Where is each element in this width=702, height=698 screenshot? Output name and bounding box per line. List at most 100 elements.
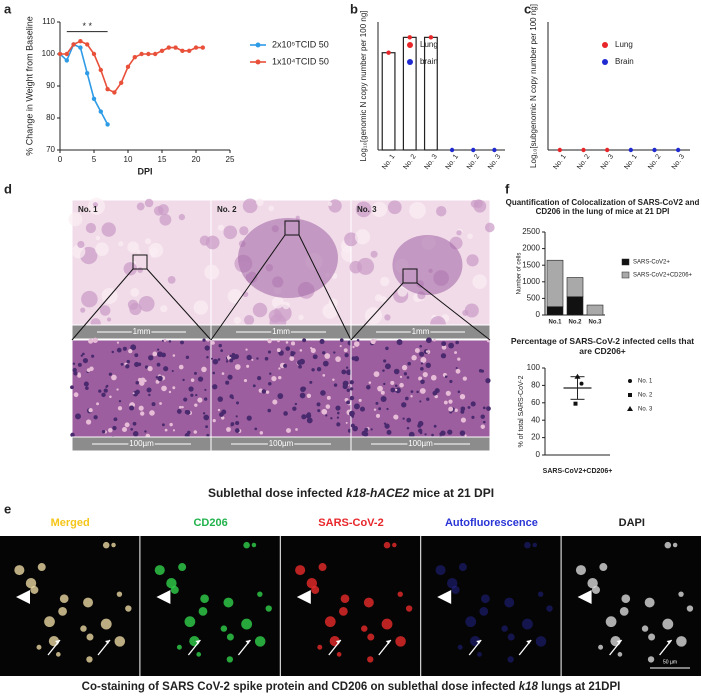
legend-label: SARS-CoV2+ <box>633 260 670 266</box>
nucleus <box>134 361 140 367</box>
arrow-tip <box>105 640 110 644</box>
tissue-texture <box>239 226 249 236</box>
nucleus <box>431 433 434 437</box>
channel-label: Merged <box>51 517 90 529</box>
cell <box>451 585 460 594</box>
cell <box>535 636 547 647</box>
cell <box>44 616 55 628</box>
arrow-tip <box>245 640 251 644</box>
nucleus <box>96 402 100 406</box>
nucleus <box>305 413 312 419</box>
marker <box>105 122 110 127</box>
tissue-texture <box>355 229 371 245</box>
nucleus <box>419 388 426 394</box>
cell <box>226 633 234 641</box>
cell <box>395 636 406 647</box>
nucleus <box>105 385 108 388</box>
nucleus <box>73 371 78 376</box>
panel-letter: a <box>4 1 12 16</box>
nucleus <box>190 393 194 397</box>
nucleus <box>229 358 234 363</box>
nucleus <box>289 356 295 361</box>
nucleus <box>159 402 162 405</box>
x-tick-label: No. 3 <box>600 153 615 171</box>
nucleus <box>433 338 436 342</box>
nucleus <box>419 351 425 357</box>
nucleus <box>486 406 491 411</box>
nucleus <box>457 390 461 394</box>
nucleus <box>231 354 237 360</box>
nucleus <box>185 355 190 359</box>
data-dot <box>428 35 434 40</box>
nucleus <box>152 351 158 357</box>
x-tick-label: 20 <box>192 155 201 164</box>
nucleus <box>384 423 390 429</box>
tissue-texture <box>77 240 85 249</box>
cell <box>537 591 544 597</box>
nucleus <box>122 426 128 432</box>
y-tick-label: 40 <box>531 415 540 424</box>
x-tick-label: No. 1 <box>445 153 460 171</box>
cell <box>318 563 327 572</box>
nucleus <box>212 384 218 390</box>
channel-label: SARS-CoV-2 <box>318 517 383 529</box>
arrow-tip <box>526 640 532 644</box>
bar-segment <box>546 259 564 308</box>
cell <box>125 605 132 612</box>
cell <box>621 594 631 604</box>
nucleus <box>234 428 240 433</box>
nucleus <box>420 367 424 371</box>
bar-segment <box>566 296 584 316</box>
nucleus <box>190 378 195 382</box>
series-line <box>59 43 109 125</box>
cell <box>676 636 687 647</box>
cell <box>507 633 515 641</box>
tissue-texture <box>167 276 176 284</box>
cell <box>254 636 266 647</box>
nucleus <box>206 355 209 359</box>
tissue-texture <box>130 287 140 297</box>
sample-label: No. 2 <box>217 205 237 214</box>
nucleus <box>467 405 471 409</box>
nucleus <box>346 370 349 373</box>
y-axis-label: % of total SARS-CoV-2 <box>518 375 525 447</box>
nucleus <box>322 374 326 377</box>
nucleus <box>399 382 404 388</box>
nucleus <box>217 358 221 361</box>
nucleus <box>320 390 326 396</box>
cell <box>363 597 374 608</box>
tissue-texture <box>150 252 157 258</box>
nucleus <box>425 362 431 369</box>
nucleus <box>206 339 210 342</box>
cell <box>55 652 61 657</box>
nucleus <box>449 379 453 384</box>
nucleus <box>267 350 272 354</box>
zoom-line <box>416 282 491 341</box>
x-tick-label: 5 <box>92 155 97 164</box>
legend-marker <box>255 59 261 65</box>
nucleus <box>364 427 369 433</box>
tissue-texture <box>466 254 479 267</box>
nucleus <box>406 376 410 379</box>
bar <box>423 36 438 151</box>
cell <box>361 625 368 632</box>
nucleus <box>116 341 120 344</box>
nucleus <box>370 428 373 431</box>
nucleus <box>459 394 466 400</box>
legend-label: No. 3 <box>638 407 653 413</box>
arrowhead <box>577 590 592 604</box>
x-tick-label: No.3 <box>588 320 602 326</box>
y-tick-label: 100 <box>42 49 56 58</box>
nucleus <box>283 363 288 368</box>
cell <box>340 594 350 604</box>
cell <box>196 652 202 657</box>
nucleus <box>188 386 194 392</box>
nucleus <box>384 363 391 370</box>
tissue-texture <box>282 301 290 310</box>
nucleus <box>394 384 398 388</box>
tissue-texture <box>409 201 426 219</box>
nucleus <box>138 405 144 411</box>
tissue-texture <box>129 302 142 316</box>
nucleus <box>311 368 315 372</box>
